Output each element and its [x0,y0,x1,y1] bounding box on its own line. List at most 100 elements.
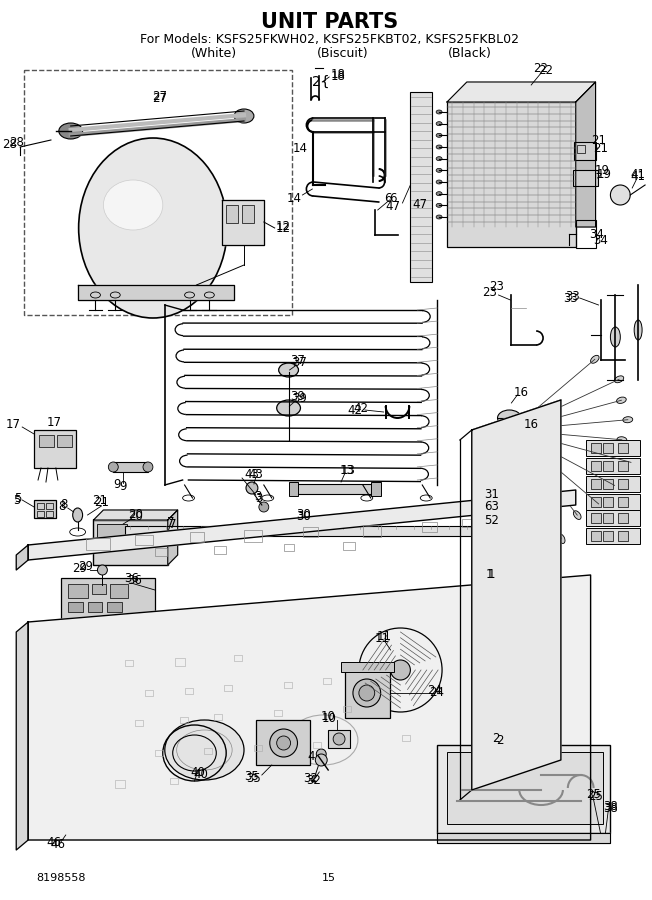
Text: 6: 6 [389,192,396,204]
Polygon shape [93,510,177,520]
Text: 37: 37 [292,356,307,368]
Ellipse shape [595,500,603,508]
Bar [57,435,72,447]
Text: 46: 46 [46,836,61,850]
Ellipse shape [270,729,297,757]
Bar [215,714,222,720]
Bar [293,484,373,494]
Text: 43: 43 [248,467,263,481]
Text: 34: 34 [593,233,608,247]
Text: For Models: KSFS25FKWH02, KSFS25FKBT02, KSFS25FKBL02: For Models: KSFS25FKWH02, KSFS25FKBT02, … [140,33,519,47]
Bar [37,503,44,509]
Polygon shape [16,622,28,850]
Ellipse shape [276,400,301,416]
Text: 25: 25 [586,788,601,800]
Bar [91,584,106,594]
Text: 10: 10 [321,712,336,724]
Text: 8198558: 8198558 [36,873,85,883]
Ellipse shape [316,754,327,766]
Ellipse shape [436,168,442,172]
Text: (Black): (Black) [448,48,492,60]
Bar [303,527,318,537]
Text: 32: 32 [306,773,321,787]
Ellipse shape [436,133,442,138]
Ellipse shape [143,462,153,472]
Text: 27: 27 [153,89,168,103]
Bar [591,443,600,453]
Bar [115,780,125,788]
Bar [108,602,122,612]
Polygon shape [168,510,177,565]
Bar [234,655,242,661]
Text: 30: 30 [296,509,311,523]
Text: 5: 5 [14,491,22,505]
Bar [274,710,282,716]
Text: 3: 3 [254,490,261,502]
Text: 14: 14 [293,141,308,155]
Bar [402,735,410,741]
Ellipse shape [333,733,345,745]
Polygon shape [28,575,591,840]
Text: 19: 19 [595,164,610,176]
Bar [591,531,600,541]
Ellipse shape [436,145,442,149]
Text: 9: 9 [119,480,127,492]
Bar [284,682,291,688]
Text: 35: 35 [246,771,261,785]
Ellipse shape [79,138,227,318]
Bar [155,750,163,756]
Bar [585,510,640,526]
Bar [37,511,44,517]
Bar [314,742,321,748]
Text: 17: 17 [46,416,61,428]
Text: 24: 24 [426,683,441,697]
Text: 1: 1 [486,568,494,580]
Text: 52: 52 [484,514,499,526]
Bar [472,522,499,532]
Bar [585,528,640,544]
Ellipse shape [72,508,83,522]
Text: 41: 41 [630,169,645,183]
Bar [224,685,232,691]
Text: 3: 3 [255,491,263,505]
Text: 21: 21 [92,493,107,507]
Bar [226,205,238,223]
Bar [155,548,167,556]
Bar [254,745,262,751]
Text: 33: 33 [565,290,580,302]
Text: 31: 31 [484,484,499,498]
Bar [371,482,381,496]
Bar [61,578,155,638]
Ellipse shape [259,502,269,512]
Ellipse shape [97,565,108,575]
Ellipse shape [234,109,254,123]
Polygon shape [78,285,234,300]
Text: 8: 8 [60,498,67,510]
Ellipse shape [497,410,522,426]
Ellipse shape [353,679,381,707]
Text: 20: 20 [128,509,143,523]
Text: 18: 18 [331,68,346,80]
Ellipse shape [436,203,442,207]
Bar [24,70,291,315]
Bar [256,720,310,765]
Text: 20: 20 [128,508,143,520]
Text: 7: 7 [167,516,175,528]
Bar [343,542,355,550]
Bar [135,535,153,545]
Ellipse shape [610,327,620,347]
Ellipse shape [436,180,442,184]
Ellipse shape [626,459,636,465]
Text: 52: 52 [484,508,499,521]
Text: 10: 10 [321,709,336,723]
Text: 6: 6 [384,192,391,204]
Text: 35: 35 [244,770,259,782]
Text: 36: 36 [124,572,139,584]
Bar [422,522,437,532]
Text: 38: 38 [603,802,618,814]
Bar [289,482,299,496]
Ellipse shape [276,736,291,750]
Text: 14: 14 [286,192,301,204]
Polygon shape [437,833,610,843]
Bar [618,497,629,507]
